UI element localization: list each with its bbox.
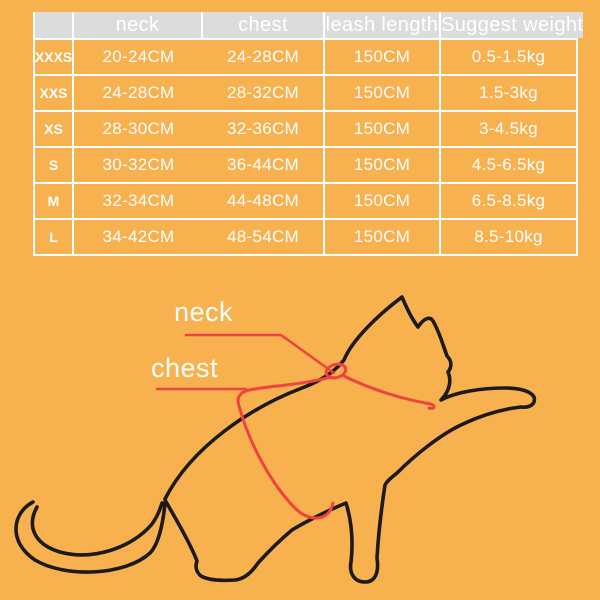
size-label: S xyxy=(35,148,74,182)
chest-value: 44-48CM xyxy=(203,184,325,218)
leash-value: 150CM xyxy=(325,148,441,182)
size-label: M xyxy=(35,184,74,218)
header-cell-leash-length: leash length xyxy=(325,12,441,38)
header-cell-suggest-weight: Suggest weight xyxy=(441,12,584,38)
table-row-xs: XS 28-30CM 32-36CM 150CM 3-4.5kg xyxy=(35,112,576,148)
header-cell-chest: chest xyxy=(203,12,325,38)
neck-value: 20-24CM xyxy=(102,47,175,66)
chest-value: 24-28CM xyxy=(203,40,325,74)
chest-value: 48-54CM xyxy=(203,220,325,254)
chest-value: 36-44CM xyxy=(203,148,325,182)
neck-value: 34-42CM xyxy=(102,227,175,246)
weight-value: 8.5-10kg xyxy=(474,227,543,246)
harness-neck-loop xyxy=(324,362,348,380)
table-header-row: neck chest leash length Suggest weight xyxy=(35,12,584,40)
leash-value: 150CM xyxy=(325,112,441,146)
leash-value: 150CM xyxy=(325,220,441,254)
cat-tail-outer-line xyxy=(14,500,167,574)
neck-value: 30-32CM xyxy=(102,155,175,174)
chest-value: 28-32CM xyxy=(203,76,325,110)
neck-value: 32-34CM xyxy=(102,191,175,210)
weight-value: 4.5-6.5kg xyxy=(471,155,546,174)
neck-callout-line xyxy=(184,333,336,375)
size-label: L xyxy=(35,220,74,254)
leash-value: 150CM xyxy=(325,40,441,74)
table-row-l: L 34-42CM 48-54CM 150CM 8.5-10kg xyxy=(35,220,576,256)
leash-value: 150CM xyxy=(325,184,441,218)
chest-label: chest xyxy=(151,353,219,383)
weight-value: 6.5-8.5kg xyxy=(471,191,546,210)
harness-neck-strap xyxy=(342,374,436,410)
cat-outline-drawing xyxy=(163,295,537,584)
neck-value: 28-30CM xyxy=(102,119,175,138)
harness-chest-strap xyxy=(236,375,335,520)
size-label: XXXS xyxy=(35,40,74,74)
table-row-m: M 32-34CM 44-48CM 150CM 6.5-8.5kg xyxy=(35,184,576,220)
table-row-xxxs: XXXS 20-24CM 24-28CM 150CM 0.5-1.5kg xyxy=(35,40,576,76)
weight-value: 0.5-1.5kg xyxy=(471,47,546,66)
size-label: XS xyxy=(35,112,74,146)
weight-value: 1.5-3kg xyxy=(479,83,538,102)
table-row-s: S 30-32CM 36-44CM 150CM 4.5-6.5kg xyxy=(35,148,576,184)
size-table: neck chest leash length Suggest weight X… xyxy=(33,12,584,256)
size-label: XXS xyxy=(35,76,74,110)
chest-value: 32-36CM xyxy=(203,112,325,146)
header-cell-blank xyxy=(35,12,74,38)
cat-tail-inner-line xyxy=(30,501,164,557)
neck-value: 24-28CM xyxy=(102,83,175,102)
header-cell-neck: neck xyxy=(74,12,203,38)
weight-value: 3-4.5kg xyxy=(479,119,538,138)
leash-value: 150CM xyxy=(325,76,441,110)
neck-label: neck xyxy=(174,297,234,327)
table-row-xxs: XXS 24-28CM 28-32CM 150CM 1.5-3kg xyxy=(35,76,576,112)
